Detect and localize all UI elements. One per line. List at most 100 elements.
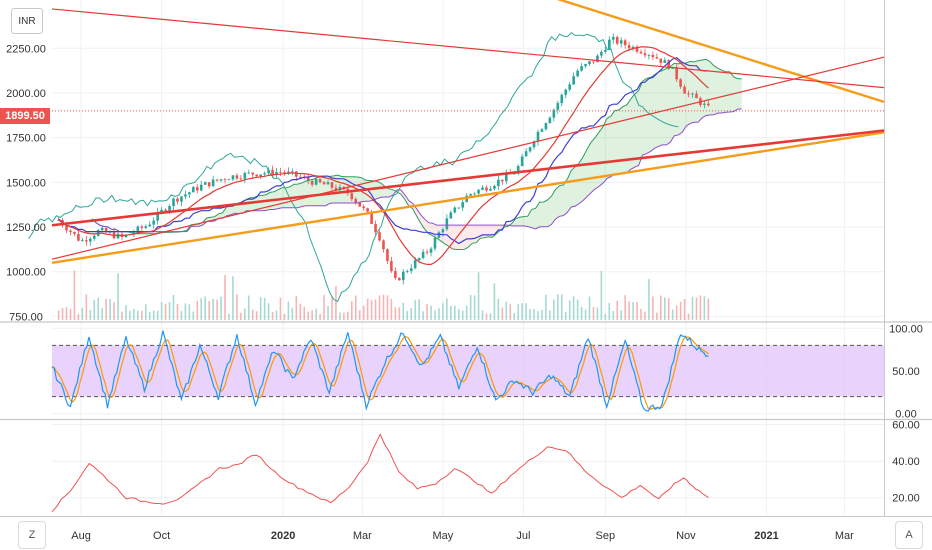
volume-bar [497, 298, 500, 320]
cloud-segment [230, 204, 235, 215]
volume-bar [212, 298, 214, 320]
volume-bar [679, 301, 682, 320]
candle-body [560, 94, 564, 104]
volume-bar [279, 297, 282, 320]
cloud-segment [551, 189, 556, 225]
candle-body [366, 208, 369, 212]
candle-body [334, 187, 338, 191]
volume-bar [430, 305, 432, 320]
cloud-segment [385, 186, 390, 198]
price-tick-label: 750.00 [9, 311, 43, 323]
volume-bar [386, 295, 389, 320]
time-tick-label: 2020 [271, 530, 295, 542]
candle-body [679, 79, 682, 87]
zoom-button[interactable]: Z [18, 521, 46, 549]
cloud-segment [630, 94, 635, 170]
currency-badge[interactable]: INR [11, 8, 43, 34]
volume-bar [204, 296, 206, 320]
candle-body [568, 84, 571, 90]
price-tick-label: 1500.00 [6, 177, 46, 189]
volume-bar [636, 301, 638, 320]
volume-bar [406, 310, 409, 320]
candle-body [394, 271, 397, 278]
candle-body [298, 176, 302, 178]
volume-bar [529, 309, 531, 320]
cloud-segment [587, 142, 592, 197]
volume-bar [422, 311, 424, 320]
candle-body [631, 46, 635, 49]
cloud-segment [713, 65, 718, 115]
cloud-segment [464, 225, 469, 250]
candle-body [687, 93, 690, 95]
volume-bar [354, 295, 357, 320]
candle-body [683, 86, 686, 94]
cloud-segment [591, 137, 596, 193]
candle-body [548, 117, 552, 124]
volume-bar [687, 313, 690, 320]
volume-bars [57, 270, 710, 320]
cloud-segment [476, 225, 481, 243]
volume-bar [168, 301, 171, 320]
candle-body [600, 51, 603, 56]
cloud-segment [717, 68, 722, 114]
volume-bar [335, 286, 337, 320]
time-tick-label: Mar [835, 530, 854, 542]
candle-body [275, 172, 278, 175]
oscillator-tick-label: 20.00 [892, 493, 920, 505]
oscillator-line [51, 433, 709, 513]
cloud-segment [527, 209, 532, 228]
candle-body [227, 179, 231, 181]
candle-body [409, 268, 413, 272]
candle-body [659, 58, 663, 63]
volume-bar [244, 308, 246, 320]
volume-bar [505, 301, 508, 320]
volume-bar [129, 311, 131, 320]
volume-bar [418, 299, 420, 320]
cloud-segment [571, 166, 576, 207]
candle-body [192, 187, 195, 193]
candle-body [160, 209, 163, 212]
candle-body [302, 177, 306, 179]
cloud-segment [250, 197, 255, 211]
volume-bar [652, 296, 654, 320]
candle-body [441, 229, 445, 233]
candle-body [338, 186, 342, 191]
volume-bar [315, 308, 317, 320]
volume-bar [109, 299, 111, 320]
candle-body [92, 235, 96, 239]
candle-body [691, 93, 694, 95]
volume-bar [438, 308, 440, 320]
candle-body [457, 207, 461, 209]
candle-body [592, 61, 595, 63]
candle-body [203, 182, 207, 185]
volume-bar [208, 300, 210, 320]
candle-body [401, 271, 405, 281]
candle-body [390, 261, 393, 272]
volume-bar [521, 303, 523, 320]
candle-body [580, 66, 583, 71]
candle-body [223, 179, 227, 181]
volume-bar [295, 295, 298, 320]
volume-bar [513, 313, 516, 320]
cloud-segment [634, 90, 639, 168]
auto-scale-button[interactable]: A [895, 521, 923, 549]
volume-bar [232, 276, 234, 320]
cloud-segment [416, 209, 421, 224]
candle-body [675, 67, 678, 80]
candle-body [437, 232, 441, 238]
volume-bar [509, 304, 512, 320]
cloud-segment [543, 200, 548, 227]
lagging-line [28, 31, 679, 303]
candle-body [584, 64, 587, 67]
volume-bar [378, 295, 381, 320]
volume-bar [648, 279, 650, 320]
cloud-segment [606, 116, 611, 179]
candle-body [235, 175, 239, 179]
volume-bar [683, 298, 686, 320]
volume-bar [85, 294, 88, 320]
cloud-segment [523, 216, 528, 227]
candle-body [283, 172, 286, 173]
cloud-segment [658, 70, 663, 147]
candle-body [152, 220, 155, 225]
volume-bar [61, 308, 64, 320]
